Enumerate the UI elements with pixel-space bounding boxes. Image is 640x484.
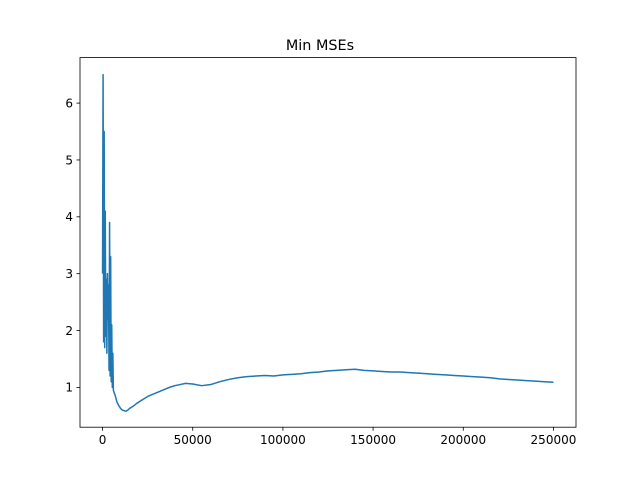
series-line-0 [101,73,554,413]
x-tick-label: 100000 [260,433,306,447]
x-axis: 0 50000 100000 150000 200000 250000 [99,427,577,447]
y-tick-label: 3 [65,267,73,281]
x-tick-label: 200000 [440,433,486,447]
y-tick-label: 1 [65,381,73,395]
y-tick-label: 5 [65,153,73,167]
plot-layer [101,73,554,413]
y-tick-label: 2 [65,324,73,338]
y-axis: 1 2 3 4 5 6 [65,96,80,395]
axes-frame [79,57,577,428]
x-tick-label: 0 [99,433,107,447]
y-tick-label: 6 [65,96,73,110]
chart-title: Min MSEs [286,38,354,54]
x-tick-label: 50000 [174,433,212,447]
x-tick-label: 150000 [350,433,396,447]
x-tick-label: 250000 [531,433,577,447]
y-tick-label: 4 [65,210,73,224]
